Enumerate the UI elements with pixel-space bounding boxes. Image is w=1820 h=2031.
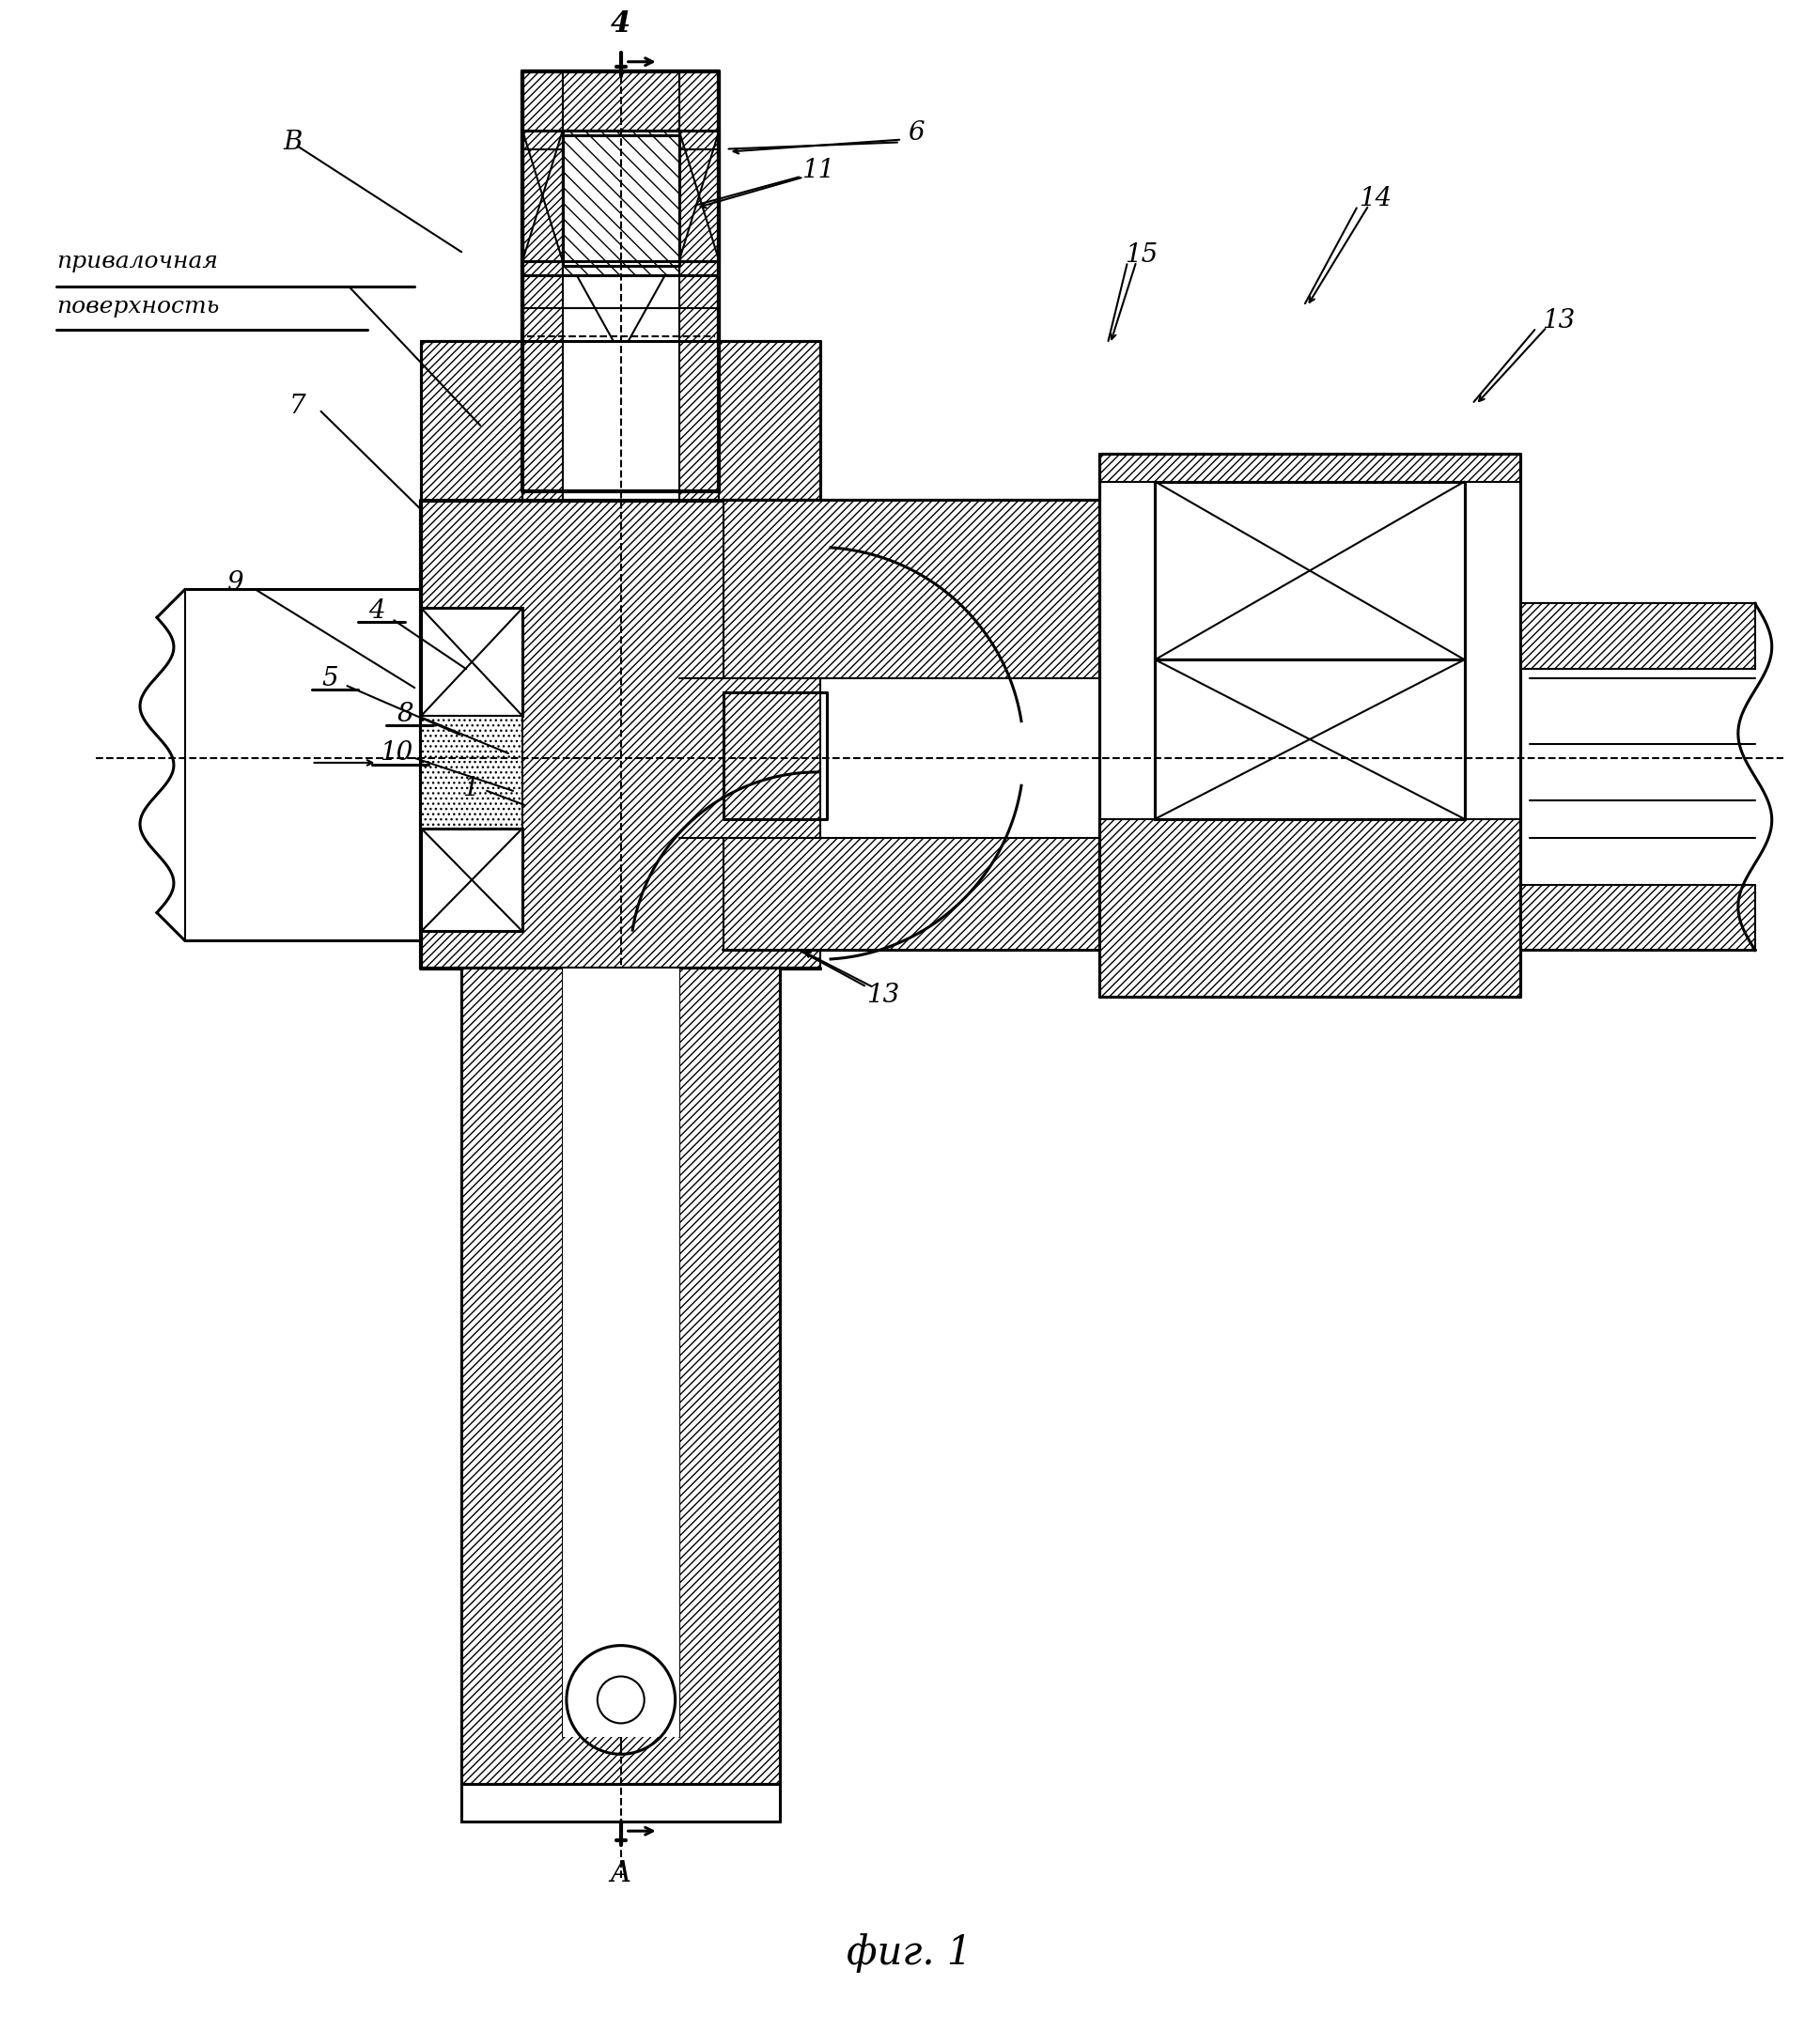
Text: 9: 9 — [226, 571, 242, 595]
Text: 13: 13 — [1542, 309, 1574, 333]
Text: 11: 11 — [801, 158, 834, 183]
Text: 5: 5 — [322, 666, 339, 691]
Polygon shape — [1156, 660, 1465, 818]
Text: B: B — [284, 130, 302, 154]
Polygon shape — [562, 71, 679, 130]
Text: 15: 15 — [1125, 242, 1158, 268]
Polygon shape — [724, 500, 1099, 678]
Polygon shape — [1099, 453, 1522, 481]
Polygon shape — [420, 500, 821, 969]
Text: A: A — [610, 1858, 632, 1889]
Polygon shape — [1099, 818, 1522, 997]
Polygon shape — [562, 969, 679, 1737]
Polygon shape — [1156, 481, 1465, 660]
Polygon shape — [420, 341, 522, 500]
Polygon shape — [719, 341, 821, 500]
Polygon shape — [420, 607, 522, 715]
Text: фиг. 1: фиг. 1 — [846, 1934, 972, 1972]
Polygon shape — [679, 71, 719, 500]
Text: 14: 14 — [1360, 187, 1392, 211]
Text: 1: 1 — [462, 776, 479, 802]
Text: 10: 10 — [379, 741, 413, 766]
Polygon shape — [420, 829, 522, 932]
Text: 4: 4 — [369, 599, 386, 624]
Text: 7: 7 — [289, 394, 306, 418]
Text: 6: 6 — [908, 120, 925, 146]
Polygon shape — [1522, 886, 1754, 951]
Polygon shape — [1522, 603, 1754, 668]
Polygon shape — [724, 837, 1099, 951]
Polygon shape — [522, 71, 562, 500]
Polygon shape — [462, 1783, 781, 1822]
Text: 8: 8 — [397, 701, 413, 727]
Polygon shape — [562, 130, 679, 276]
Text: поверхность: поверхность — [56, 297, 220, 317]
Polygon shape — [462, 969, 781, 1783]
Text: 4: 4 — [612, 10, 632, 39]
Polygon shape — [420, 715, 522, 829]
Text: 13: 13 — [866, 983, 899, 1007]
Text: привалочная: привалочная — [56, 252, 218, 272]
